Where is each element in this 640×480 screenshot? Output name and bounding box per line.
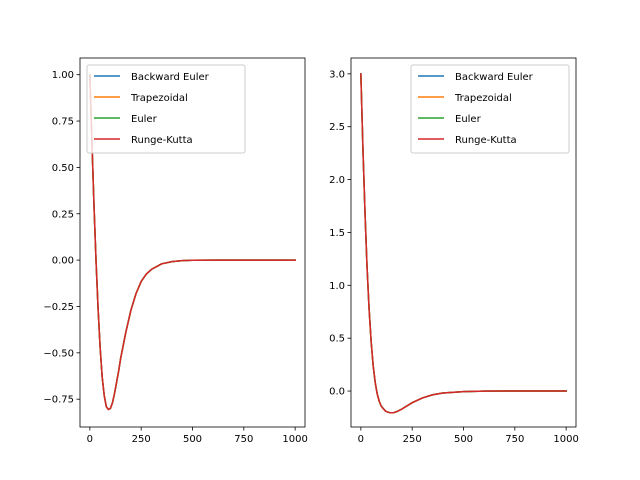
x-tick-label: 250 bbox=[132, 434, 151, 445]
y-tick-label: −0.25 bbox=[43, 302, 74, 313]
y-tick-label: 2.5 bbox=[329, 122, 345, 133]
legend-label: Runge-Kutta bbox=[455, 135, 517, 146]
legend-label: Euler bbox=[131, 114, 158, 125]
legend: Backward Euler Trapezoidal Euler Runge-Kutt… bbox=[410, 64, 570, 154]
legend-label: Backward Euler bbox=[131, 72, 210, 83]
y-tick-label: 1.5 bbox=[329, 228, 345, 239]
y-tick-label: 3.0 bbox=[329, 69, 345, 80]
x-tick-label: 0 bbox=[87, 434, 93, 445]
y-tick-label: 2.0 bbox=[329, 175, 345, 186]
y-tick-label: 0.25 bbox=[52, 209, 74, 220]
y-tick-label: 1.00 bbox=[52, 70, 74, 81]
legend: Backward Euler Trapezoidal Euler Runge-Kutt… bbox=[86, 64, 246, 154]
y-tick-label: 0.0 bbox=[329, 387, 345, 398]
left-subplot: 0 250 500 750 1000 −0.75 −0.50 −0.25 0.00 0.25 0.5… bbox=[43, 57, 308, 445]
y-tick-label: −0.75 bbox=[43, 395, 74, 406]
y-tick-label: −0.50 bbox=[43, 348, 74, 359]
legend-label: Trapezoidal bbox=[454, 93, 512, 104]
legend-label: Trapezoidal bbox=[130, 93, 188, 104]
x-tick-label: 750 bbox=[234, 434, 253, 445]
y-tick-label: 0.50 bbox=[52, 163, 74, 174]
legend-label: Euler bbox=[455, 114, 482, 125]
y-tick-label: 0.00 bbox=[52, 256, 74, 267]
x-tick-label: 500 bbox=[454, 434, 473, 445]
x-tick-label: 750 bbox=[505, 434, 524, 445]
y-tick-label: 0.5 bbox=[329, 334, 345, 345]
y-tick-label: 1.0 bbox=[329, 281, 345, 292]
legend-label: Backward Euler bbox=[455, 72, 534, 83]
series-line-runge-kutta bbox=[89, 73, 296, 411]
series-line-runge-kutta bbox=[360, 73, 567, 414]
x-tick-label: 250 bbox=[403, 434, 422, 445]
x-tick-label: 500 bbox=[183, 434, 202, 445]
right-subplot: 0 250 500 750 1000 0.0 0.5 1.0 1.5 2.0 2.5 3.0 Backw… bbox=[329, 57, 579, 445]
legend-label: Runge-Kutta bbox=[131, 135, 193, 146]
x-tick-label: 1000 bbox=[553, 434, 578, 445]
y-tick-label: 0.75 bbox=[52, 117, 74, 128]
x-tick-label: 0 bbox=[358, 434, 364, 445]
x-tick-label: 1000 bbox=[282, 434, 307, 445]
